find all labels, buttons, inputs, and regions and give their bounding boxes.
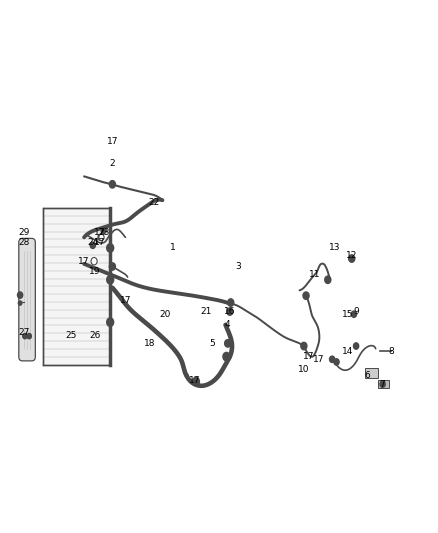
Circle shape [301, 342, 307, 350]
Text: 17: 17 [94, 228, 105, 237]
Text: 27: 27 [19, 328, 30, 337]
Text: 17: 17 [189, 376, 201, 385]
Text: 15: 15 [342, 310, 353, 319]
Text: 17: 17 [120, 296, 131, 305]
Text: 17: 17 [313, 355, 325, 364]
Circle shape [353, 343, 359, 349]
Text: 20: 20 [159, 310, 170, 319]
Circle shape [334, 359, 339, 365]
Circle shape [18, 301, 22, 305]
Circle shape [91, 257, 97, 265]
Text: 26: 26 [89, 331, 101, 340]
Text: 18: 18 [144, 339, 155, 348]
Text: 14: 14 [342, 347, 353, 356]
Text: 17: 17 [303, 352, 314, 361]
Circle shape [192, 377, 199, 386]
Text: 22: 22 [148, 198, 159, 207]
Circle shape [380, 381, 385, 387]
Text: 16: 16 [224, 307, 236, 316]
Text: 12: 12 [346, 252, 357, 261]
Text: 6: 6 [364, 370, 370, 379]
Circle shape [90, 242, 95, 248]
Circle shape [225, 340, 231, 347]
Text: 19: 19 [89, 268, 101, 276]
Bar [365, 368, 378, 378]
Text: 24: 24 [87, 238, 99, 247]
Text: 28: 28 [19, 238, 30, 247]
Text: 9: 9 [353, 307, 359, 316]
Text: 8: 8 [388, 347, 394, 356]
Circle shape [107, 276, 114, 284]
Circle shape [99, 234, 104, 240]
Text: 17: 17 [106, 138, 118, 147]
Text: 7: 7 [379, 379, 385, 389]
Circle shape [227, 308, 233, 316]
Text: 5: 5 [210, 339, 215, 348]
Text: 17: 17 [94, 238, 105, 247]
Circle shape [107, 244, 114, 252]
Text: 1: 1 [170, 244, 176, 253]
Circle shape [303, 292, 309, 300]
Circle shape [349, 255, 355, 262]
Text: 17: 17 [78, 257, 90, 265]
Circle shape [23, 334, 27, 339]
Circle shape [223, 352, 230, 361]
Bar [43, 208, 110, 365]
Text: 25: 25 [65, 331, 77, 340]
Circle shape [110, 181, 116, 188]
Text: 3: 3 [236, 262, 241, 271]
Text: 11: 11 [309, 270, 321, 279]
Text: 23: 23 [98, 228, 110, 237]
Circle shape [325, 276, 331, 284]
FancyBboxPatch shape [19, 238, 35, 361]
Circle shape [101, 227, 106, 233]
Circle shape [228, 299, 234, 306]
Circle shape [18, 292, 23, 298]
Text: 4: 4 [225, 320, 230, 329]
Text: 29: 29 [19, 228, 30, 237]
Text: 2: 2 [110, 159, 115, 167]
Text: 13: 13 [328, 244, 340, 253]
Text: 21: 21 [200, 307, 212, 316]
Text: 10: 10 [298, 366, 310, 374]
Circle shape [351, 311, 357, 317]
Circle shape [110, 263, 116, 270]
Circle shape [107, 318, 114, 326]
Bar [378, 381, 389, 389]
Circle shape [27, 334, 32, 339]
Circle shape [329, 356, 335, 362]
Circle shape [98, 234, 103, 240]
